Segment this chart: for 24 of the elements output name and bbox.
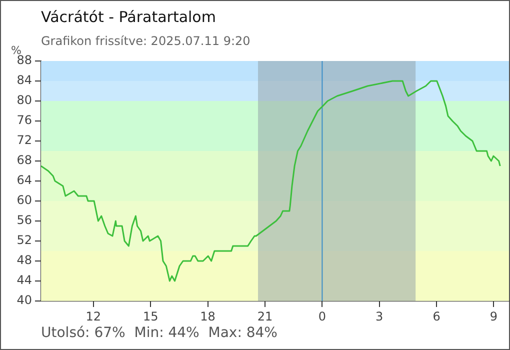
chart-title: Vácrátót - Páratartalom [41,8,216,26]
y-tick-label: 40 [16,293,32,308]
x-tick-label: 9 [490,309,498,324]
x-tick-label: 0 [318,309,326,324]
y-tick-label: 76 [16,113,32,128]
y-tick-label: 52 [16,233,32,248]
x-tick-label: 15 [142,309,158,324]
chart-subtitle: Grafikon frissítve: 2025.07.11 9:20 [41,34,250,48]
x-tick-label: 21 [257,309,273,324]
x-tick-label: 18 [200,309,216,324]
y-tick-label: 64 [16,173,32,188]
y-tick-label: 60 [16,193,32,208]
text: Utolsó: 67% Min: 44% Max: 84% [41,325,278,341]
y-tick-label: 88 [16,53,32,68]
x-tick-label: 3 [376,309,384,324]
y-tick-label: 80 [16,93,32,108]
x-tick-label: 6 [432,309,440,324]
y-tick-label: 68 [16,153,32,168]
y-tick-label: 84 [16,73,32,88]
x-tick-label: 12 [86,309,102,324]
y-tick-label: 56 [16,213,32,228]
y-tick-label: 72 [16,133,32,148]
y-tick-label: 48 [16,253,32,268]
y-tick-label: 44 [16,273,32,288]
